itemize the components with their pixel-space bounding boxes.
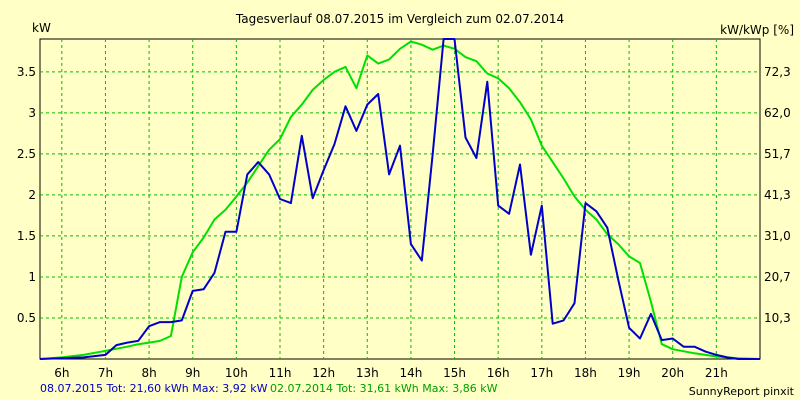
series-lines bbox=[39, 38, 761, 360]
x-tick-label: 17h bbox=[530, 366, 553, 380]
y-tick-label-right: 20,7 bbox=[764, 270, 791, 284]
y-tick-label-left: 2 bbox=[28, 188, 36, 202]
x-tick-label: 10h bbox=[225, 366, 248, 380]
y-tick-label-right: 51,7 bbox=[764, 147, 791, 161]
series-line-0 bbox=[39, 38, 760, 360]
x-tick-label: 14h bbox=[399, 366, 422, 380]
y-tick-label-right: 10,3 bbox=[764, 311, 791, 325]
footer-summary-2014: 02.07.2014 Tot: 31,61 kWh Max: 3,86 kW bbox=[270, 382, 498, 395]
x-tick-label: 6h bbox=[54, 366, 69, 380]
tick-labels: 6h 7h 8h 9h 10h 11h 12h 13h 14h 15h 16h 17h 18h 19h 20… bbox=[17, 65, 791, 380]
y-tick-label-right: 31,0 bbox=[764, 229, 791, 243]
y-tick-label-left: 0.5 bbox=[17, 311, 36, 325]
y-axis-left-label: kW bbox=[32, 21, 51, 35]
y-tick-label-left: 3 bbox=[28, 106, 36, 120]
x-tick-label: 15h bbox=[443, 366, 466, 380]
y-tick-label-right: 72,3 bbox=[764, 65, 791, 79]
y-axis-right-label: kW/kWp [%] bbox=[720, 23, 794, 37]
footer-brand: SunnyReport pinxit bbox=[689, 385, 795, 398]
y-tick-label-right: 41,3 bbox=[764, 188, 791, 202]
y-tick-label-left: 2.5 bbox=[17, 147, 36, 161]
footer-summary-2015: 08.07.2015 Tot: 21,60 kWh Max: 3,92 kW bbox=[40, 382, 268, 395]
x-tick-label: 11h bbox=[269, 366, 292, 380]
y-tick-label-left: 1.5 bbox=[17, 229, 36, 243]
x-tick-label: 16h bbox=[487, 366, 510, 380]
y-tick-label-left: 1 bbox=[28, 270, 36, 284]
y-tick-label-right: 62,0 bbox=[764, 106, 791, 120]
series-line-1 bbox=[39, 40, 761, 360]
x-tick-label: 12h bbox=[312, 366, 335, 380]
x-tick-label: 8h bbox=[141, 366, 156, 380]
plot-area bbox=[39, 38, 761, 360]
x-tick-label: 21h bbox=[705, 366, 728, 380]
x-tick-label: 19h bbox=[618, 366, 641, 380]
x-tick-label: 9h bbox=[185, 366, 200, 380]
x-tick-label: 20h bbox=[661, 366, 684, 380]
y-tick-label-left: 3.5 bbox=[17, 65, 36, 79]
x-tick-label: 18h bbox=[574, 366, 597, 380]
x-tick-label: 7h bbox=[98, 366, 113, 380]
chart-title: Tagesverlauf 08.07.2015 im Vergleich zum… bbox=[235, 12, 564, 26]
x-tick-label: 13h bbox=[356, 366, 379, 380]
